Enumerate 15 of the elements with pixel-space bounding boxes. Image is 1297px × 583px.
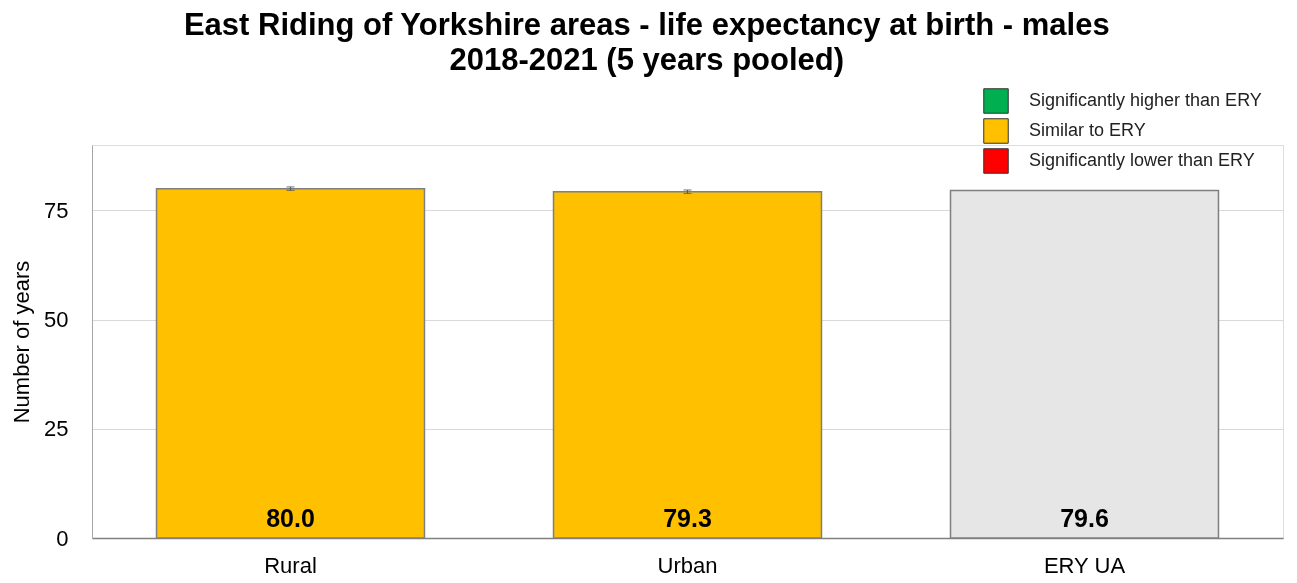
legend-label: Significantly lower than ERY bbox=[1029, 150, 1255, 170]
x-tick-label: ERY UA bbox=[1043, 552, 1126, 578]
data-label: 80.0 bbox=[266, 504, 315, 532]
legend-label: Significantly higher than ERY bbox=[1029, 90, 1262, 110]
y-axis-title: Number of years bbox=[9, 260, 35, 424]
y-tick-label: 50 bbox=[44, 307, 69, 333]
data-label: 79.3 bbox=[663, 504, 712, 532]
x-tick-label: Rural bbox=[264, 552, 317, 578]
chart-title: East Riding of Yorkshire areas - life expectancy at birth - males 2018-2021 (5 years pooled) bbox=[183, 7, 1110, 77]
y-tick-label: 0 bbox=[56, 525, 69, 551]
data-label: 79.6 bbox=[1060, 504, 1109, 532]
y-tick-label: 25 bbox=[44, 416, 69, 442]
y-tick-label: 75 bbox=[44, 198, 69, 223]
x-tick-label: Urban bbox=[657, 552, 718, 578]
legend-label: Similar to ERY bbox=[1029, 120, 1146, 140]
